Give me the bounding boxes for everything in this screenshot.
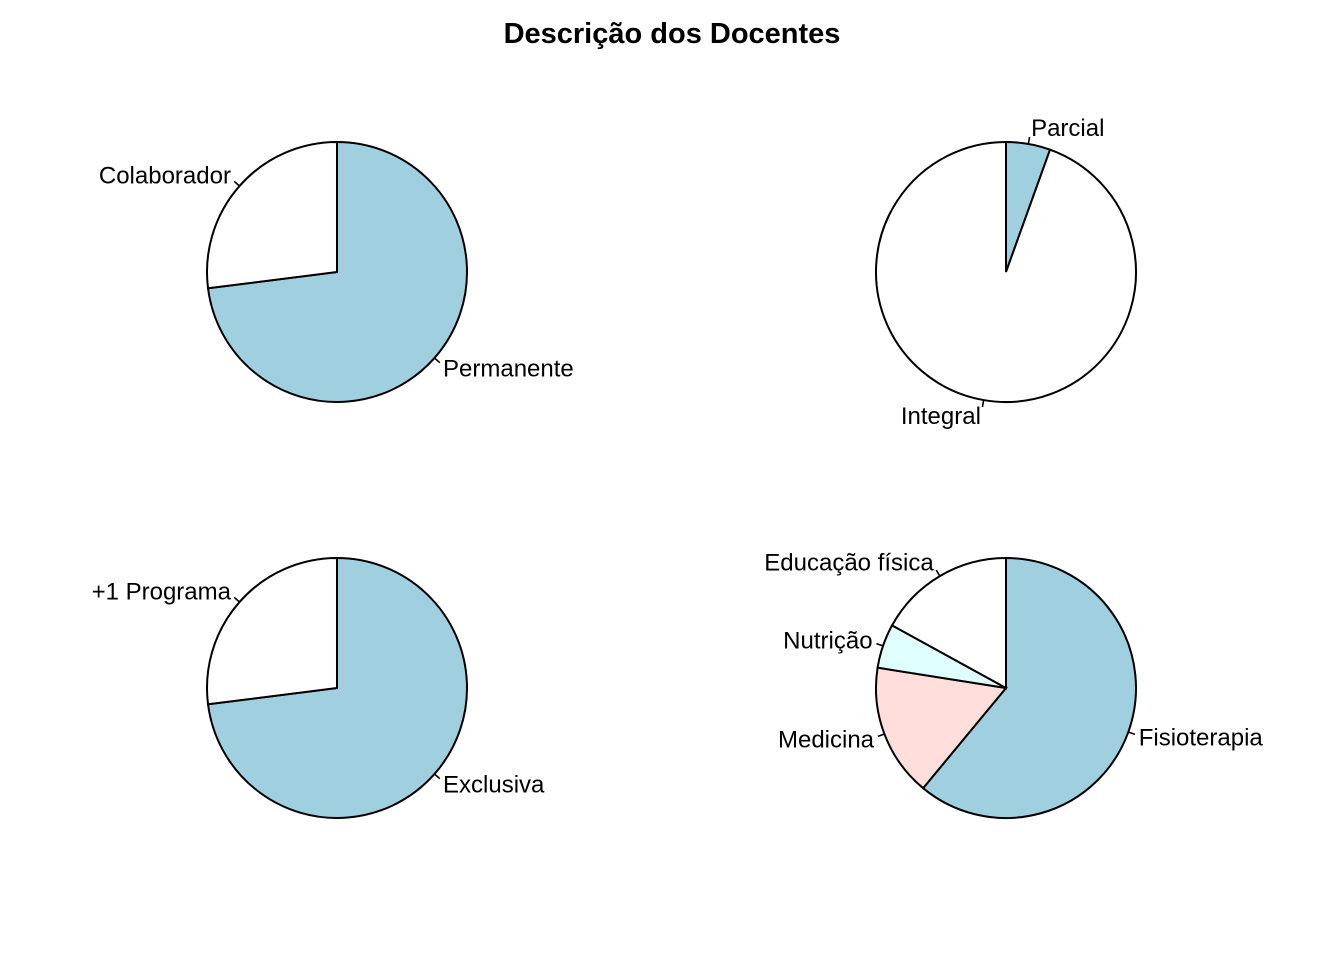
label-tick-fisioterapia	[1128, 731, 1136, 736]
slice-label-medicina: Medicina	[778, 727, 875, 754]
label-tick-colaborador	[233, 180, 241, 187]
pie-slice-fisioterapia	[921, 556, 1137, 819]
pie-grid: Permanente Colaborador Parcial Integral Excl…	[92, 115, 1264, 819]
pie-chart-4: Fisioterapia Medicina Nutrição Educação fís…	[764, 549, 1264, 819]
pie-slice-colaborador	[206, 140, 338, 290]
slice-label-permanente: Permanente	[443, 356, 574, 383]
slice-label-1-programa: +1 Programa	[92, 578, 232, 605]
slice-label-colaborador: Colaborador	[99, 162, 231, 189]
label-tick-1-programa	[233, 596, 241, 603]
slice-label-integral: Integral	[901, 403, 981, 430]
label-tick-permanente	[433, 357, 441, 364]
label-tick-integral	[981, 399, 985, 408]
label-tick-parcial	[1027, 136, 1031, 145]
slice-label-nutricao: Nutrição	[783, 628, 872, 655]
label-tick-medicina	[877, 733, 885, 738]
label-tick-educacao-fisica	[935, 569, 941, 577]
pie-slice-medicina	[875, 666, 1008, 790]
slice-label-exclusiva: Exclusiva	[443, 772, 545, 799]
pie-slice-1-programa	[206, 556, 338, 706]
label-tick-nutricao	[876, 642, 884, 647]
label-tick-exclusiva	[433, 773, 441, 780]
pie-chart-2: Parcial Integral	[875, 115, 1137, 430]
pie-chart-1: Permanente Colaborador	[99, 140, 574, 403]
chart-title: Descrição dos Docentes	[504, 18, 841, 50]
slice-label-fisioterapia: Fisioterapia	[1139, 724, 1264, 751]
slice-label-parcial: Parcial	[1031, 115, 1104, 142]
pie-slice-educacao-fisica	[890, 556, 1007, 690]
slice-label-educacao-fisica: Educação física	[764, 549, 934, 576]
pie-slice-integral	[875, 140, 1137, 403]
pie-chart-3: Exclusiva +1 Programa	[92, 556, 545, 819]
